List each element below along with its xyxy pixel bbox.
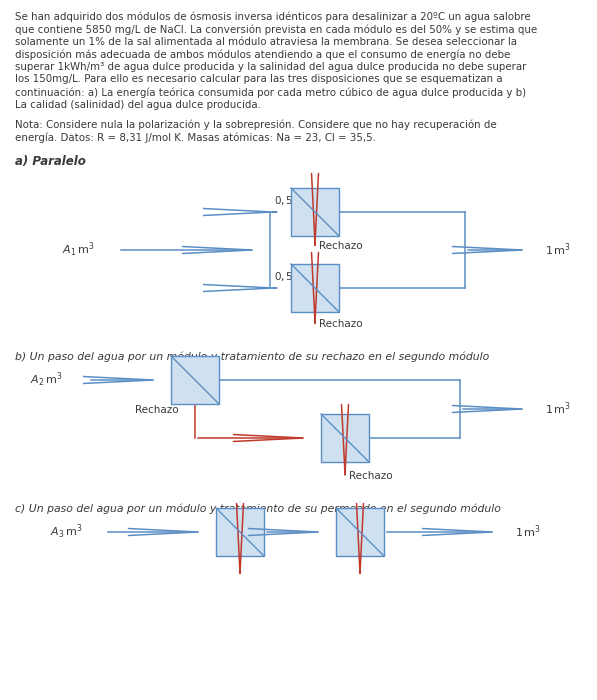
Text: $1\,\mathrm{m}^3$: $1\,\mathrm{m}^3$ — [545, 241, 571, 258]
Text: continuación: a) La energía teórica consumida por cada metro cúbico de agua dulc: continuación: a) La energía teórica cons… — [15, 87, 526, 97]
Bar — [321, 414, 369, 462]
Text: $1\,\mathrm{m}^3$: $1\,\mathrm{m}^3$ — [545, 400, 571, 417]
Text: energía. Datos: R = 8,31 J/mol K. Masas atómicas: Na = 23, Cl = 35,5.: energía. Datos: R = 8,31 J/mol K. Masas … — [15, 132, 376, 143]
Text: $0,5A_1\,\mathrm{m}^3$: $0,5A_1\,\mathrm{m}^3$ — [274, 270, 322, 285]
Text: a) Paralelo: a) Paralelo — [15, 155, 86, 168]
Text: Rechazo: Rechazo — [319, 241, 362, 251]
Text: que contiene 5850 mg/L de NaCl. La conversión prevista en cada módulo es del 50%: que contiene 5850 mg/L de NaCl. La conve… — [15, 25, 537, 35]
Text: $A_3\,\mathrm{m}^3$: $A_3\,\mathrm{m}^3$ — [50, 523, 82, 541]
Text: Rechazo: Rechazo — [349, 471, 393, 481]
Text: Rechazo: Rechazo — [319, 319, 362, 329]
Text: Nota: Considere nula la polarización y la sobrepresión. Considere que no hay rec: Nota: Considere nula la polarización y l… — [15, 120, 497, 130]
Bar — [171, 356, 219, 404]
Text: Rechazo: Rechazo — [135, 405, 179, 415]
Text: Se han adquirido dos módulos de ósmosis inversa idénticos para desalinizar a 20º: Se han adquirido dos módulos de ósmosis … — [15, 12, 531, 22]
Text: $A_2\,\mathrm{m}^3$: $A_2\,\mathrm{m}^3$ — [30, 371, 63, 389]
Bar — [216, 508, 264, 556]
Bar — [291, 188, 339, 236]
Text: c) Un paso del agua por un módulo y tratamiento de su permeado en el segundo mód: c) Un paso del agua por un módulo y trat… — [15, 504, 501, 514]
Text: $A_1\,\mathrm{m}^3$: $A_1\,\mathrm{m}^3$ — [62, 241, 94, 259]
Text: b) Un paso del agua por un módulo y tratamiento de su rechazo en el segundo módu: b) Un paso del agua por un módulo y trat… — [15, 352, 490, 363]
Text: superar 1kWh/m³ de agua dulce producida y la salinidad del agua dulce producida : superar 1kWh/m³ de agua dulce producida … — [15, 62, 527, 72]
Text: La calidad (salinidad) del agua dulce producida.: La calidad (salinidad) del agua dulce pr… — [15, 99, 261, 109]
Text: $1\,\mathrm{m}^3$: $1\,\mathrm{m}^3$ — [515, 524, 541, 540]
Bar — [291, 264, 339, 312]
Text: solamente un 1% de la sal alimentada al módulo atraviesa la membrana. Se desea s: solamente un 1% de la sal alimentada al … — [15, 37, 517, 47]
Text: $0,5A_1\,\mathrm{m}^3$: $0,5A_1\,\mathrm{m}^3$ — [274, 193, 322, 209]
Bar — [336, 508, 384, 556]
Text: disposición más adecuada de ambos módulos atendiendo a que el consumo de energía: disposición más adecuada de ambos módulo… — [15, 50, 510, 60]
Text: los 150mg/L. Para ello es necesario calcular para las tres disposiciones que se : los 150mg/L. Para ello es necesario calc… — [15, 74, 503, 85]
